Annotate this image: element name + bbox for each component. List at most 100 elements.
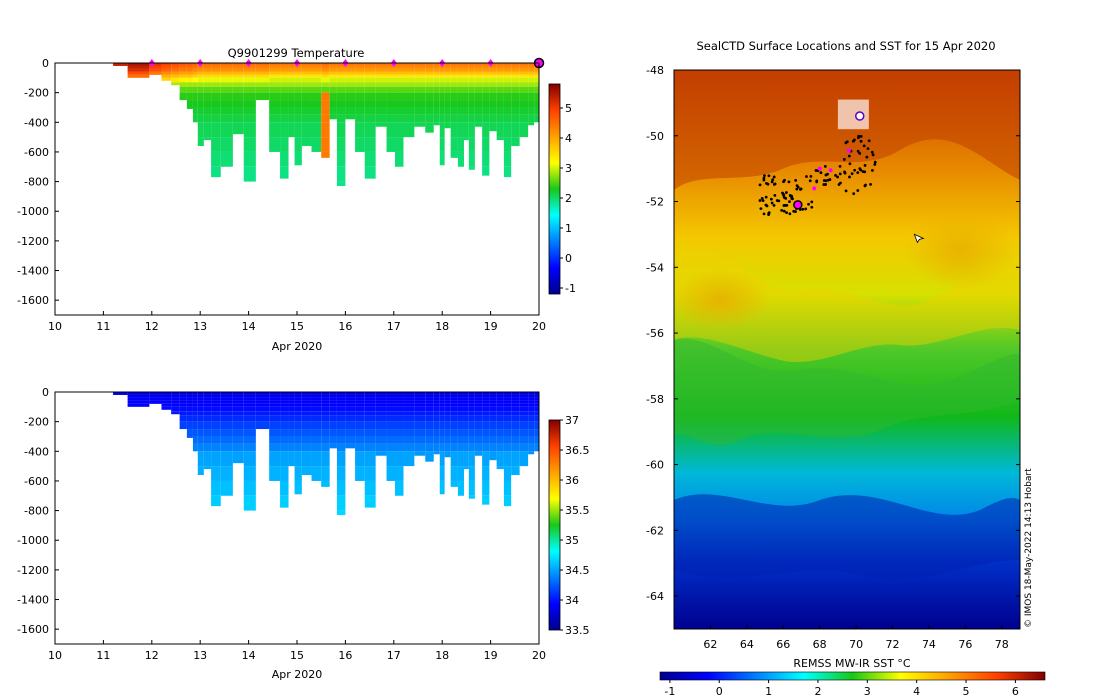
salinity-cell xyxy=(220,403,233,407)
track-point xyxy=(760,197,764,200)
track-point xyxy=(794,178,798,182)
salinity-cell xyxy=(220,443,233,452)
salinity-cell xyxy=(211,429,221,437)
salinity-cell xyxy=(269,403,281,407)
salinity-cell xyxy=(457,429,464,437)
track-point xyxy=(865,155,869,159)
temperature-cell xyxy=(468,137,475,152)
salinity-cell xyxy=(280,466,289,481)
temperature-cell xyxy=(336,166,346,182)
salinity-cell xyxy=(355,451,365,467)
temperature-cell xyxy=(503,68,512,72)
temperature-cell xyxy=(489,74,497,78)
temperature-cell xyxy=(220,107,233,115)
track-point xyxy=(869,182,872,186)
salinity-cell xyxy=(321,397,330,401)
salinity-cell xyxy=(329,411,337,416)
salinity-cell xyxy=(301,394,312,398)
temperature-cell xyxy=(329,63,337,66)
seal-track xyxy=(758,99,925,244)
track-point xyxy=(762,176,766,180)
temperature-cell xyxy=(269,107,281,115)
temperature-cell xyxy=(439,86,445,93)
salinity-x-tick-label: 20 xyxy=(532,649,546,662)
temperature-cell xyxy=(364,92,376,101)
salinity-cell xyxy=(329,443,337,449)
salinity-cell xyxy=(528,436,535,444)
temperature-cell xyxy=(482,137,490,152)
salinity-cell xyxy=(414,392,426,395)
temperature-cell xyxy=(211,82,221,87)
temperature-cell xyxy=(255,63,270,66)
temperature-cell xyxy=(496,122,504,138)
temperature-axes: 10 11 12 13 14 15 16 17 18 19 20 0 -200 -400 -600 -800 -… xyxy=(17,57,546,333)
map-y-tick-label: -56 xyxy=(646,327,664,340)
salinity-y-tick-label: -1200 xyxy=(17,564,49,577)
salinity-cell xyxy=(203,394,212,398)
temperature-cell xyxy=(519,68,529,72)
salinity-cell xyxy=(321,436,330,444)
salinity-cell xyxy=(457,480,464,496)
temperature-colorbar-tick-label: 5 xyxy=(565,102,572,115)
salinity-cell xyxy=(511,394,520,398)
salinity-cell xyxy=(288,415,295,422)
salinity-cell xyxy=(386,466,396,481)
temperature-cell xyxy=(528,100,535,108)
temperature-cell xyxy=(468,151,475,167)
salinity-cell xyxy=(439,443,445,452)
salinity-cell xyxy=(375,415,387,422)
map-axes: 62 64 66 68 70 72 74 76 78 -48 -50 -52 -54 -56 -58 -60 -… xyxy=(646,64,1020,651)
salinity-cell xyxy=(197,443,204,452)
temperature-x-tick-label: 19 xyxy=(484,320,498,333)
temperature-cell xyxy=(463,107,469,115)
temperature-cell xyxy=(534,77,539,83)
temperature-cell xyxy=(243,92,256,101)
salinity-cell xyxy=(482,394,490,398)
salinity-cell xyxy=(269,466,281,481)
salinity-cell xyxy=(280,451,289,467)
temperature-colorbar-tick-label: 4 xyxy=(565,132,572,145)
temperature-cell xyxy=(364,100,376,108)
temperature-cell xyxy=(355,122,365,138)
temperature-cell xyxy=(450,137,458,152)
temperature-cell xyxy=(474,122,483,127)
salinity-cell xyxy=(345,443,356,449)
salinity-cell xyxy=(444,397,451,401)
salinity-cell xyxy=(243,480,256,496)
temperature-cell xyxy=(211,137,221,152)
temperature-cell xyxy=(280,100,289,108)
salinity-cell xyxy=(336,421,346,430)
salinity-cell xyxy=(444,394,451,398)
temperature-x-tick-label: 18 xyxy=(435,320,449,333)
salinity-cell xyxy=(444,400,451,404)
temperature-cell xyxy=(425,74,434,78)
temperature-cell xyxy=(519,100,529,108)
temperature-colorbar-tick-label: -1 xyxy=(565,282,576,295)
salinity-cell xyxy=(439,403,445,407)
temperature-cell xyxy=(474,63,483,66)
salinity-cell xyxy=(450,443,458,452)
salinity-cell xyxy=(211,394,221,398)
salinity-cell xyxy=(528,397,535,401)
salinity-cell xyxy=(179,411,187,416)
temperature-cell xyxy=(345,68,356,72)
salinity-cell xyxy=(503,397,512,401)
salinity-cell xyxy=(301,443,312,452)
temperature-cell xyxy=(301,68,312,72)
temperature-x-tick-label: 20 xyxy=(532,320,546,333)
temperature-cell xyxy=(329,77,337,83)
temperature-cell xyxy=(301,100,312,108)
temperature-cell xyxy=(444,65,451,69)
temperature-cell xyxy=(433,114,440,123)
salinity-cell xyxy=(450,411,458,416)
temperature-cell xyxy=(403,82,415,87)
salinity-cell xyxy=(463,411,469,416)
salinity-cell xyxy=(294,443,302,452)
temperature-x-tick-label: 17 xyxy=(387,320,401,333)
temperature-cell xyxy=(433,68,440,72)
salinity-cell xyxy=(301,415,312,422)
salinity-cell xyxy=(197,429,204,437)
salinity-cell xyxy=(243,436,256,444)
temperature-cell xyxy=(294,92,302,101)
salinity-cell xyxy=(232,429,244,437)
